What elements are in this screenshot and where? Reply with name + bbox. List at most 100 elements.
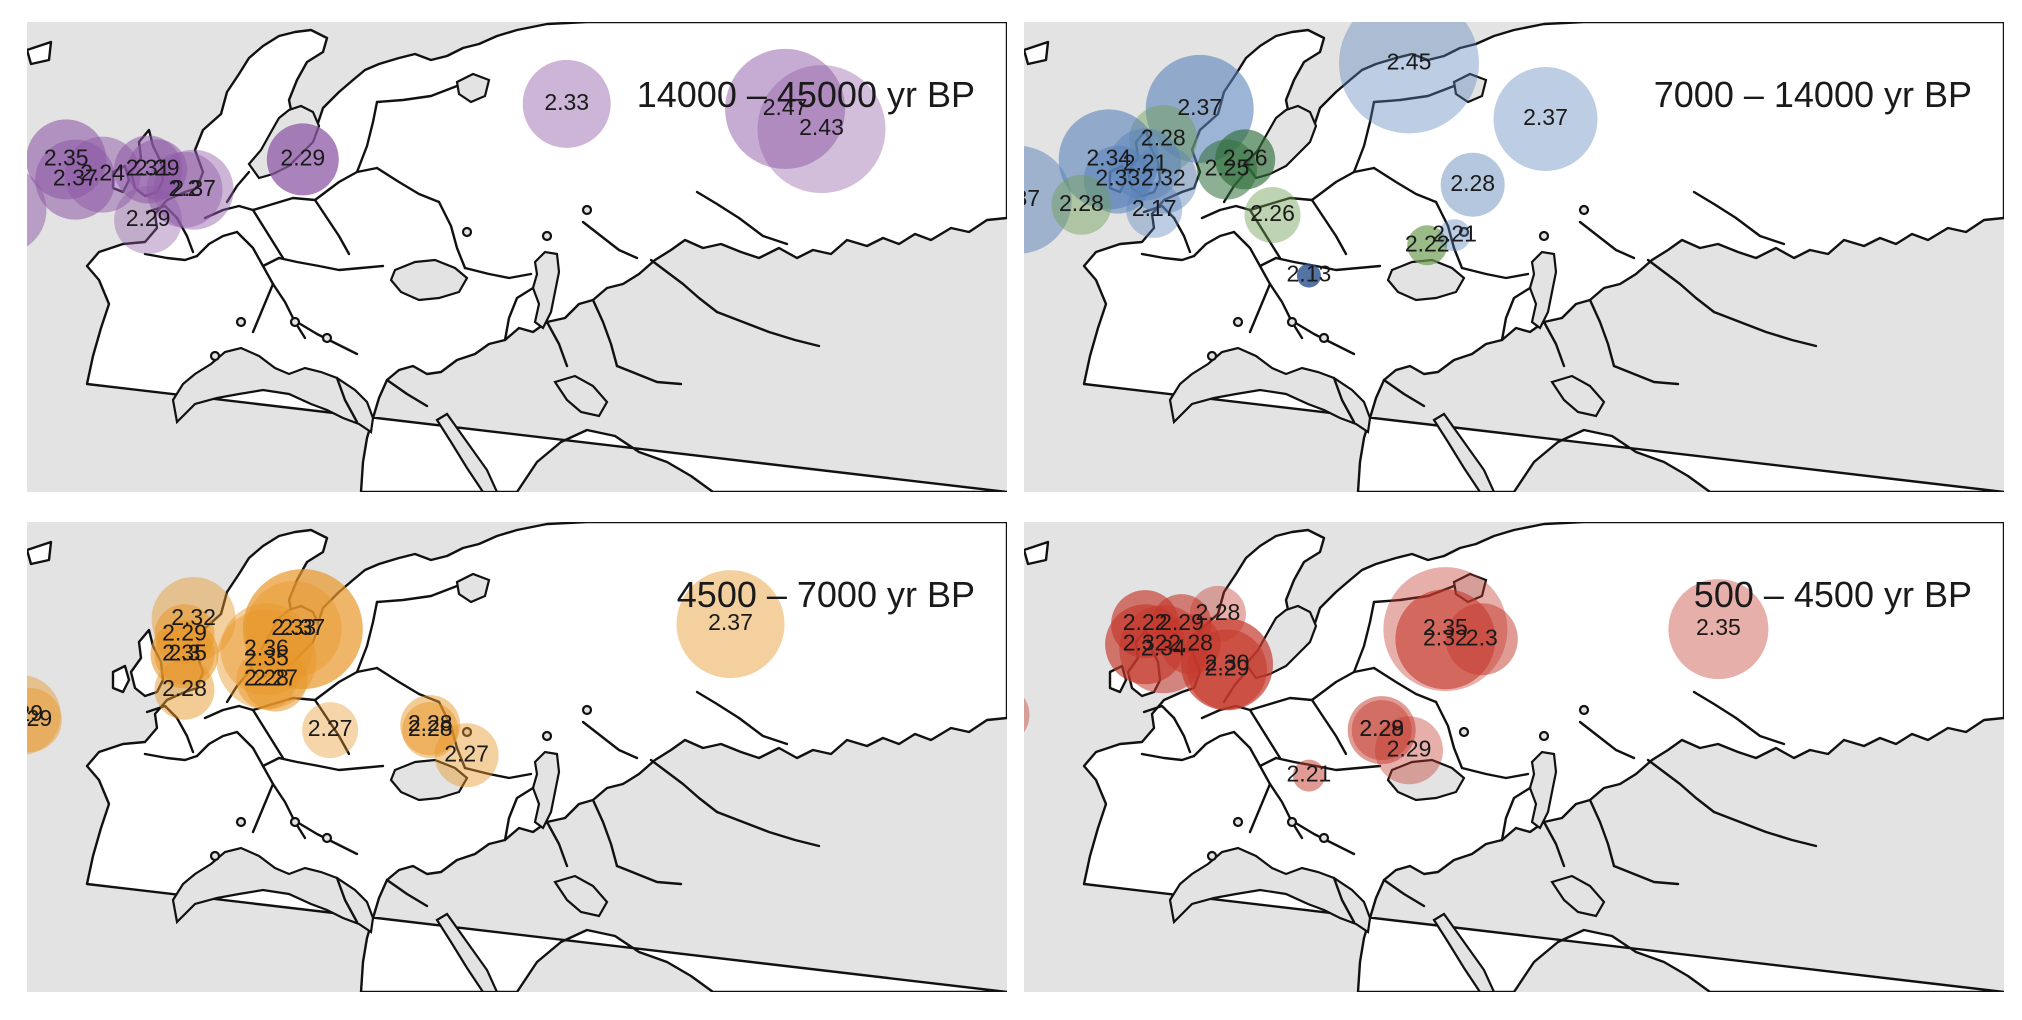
persian-gulf (553, 374, 609, 418)
sample-markers: 2.33 2.472.432.292.352.372.24 2.312.292.22… (27, 48, 886, 254)
sample-value-label: 2.37 (53, 165, 98, 191)
caspian-sea (531, 750, 561, 830)
island (289, 816, 301, 828)
sample-circle (1668, 579, 1769, 680)
sample-value-label: 2.28 (408, 715, 453, 741)
map-panel-2: 2.45 2.37 2.37 2.28 2.34 2.21 2.33 2.32 2.26 2.25… (1024, 22, 2004, 492)
sample-circle (434, 723, 499, 788)
island (1232, 816, 1244, 828)
red-sea (1432, 912, 1496, 992)
island (1538, 730, 1550, 742)
sample-value-label: 2.37 (708, 609, 753, 635)
iceland (1024, 540, 1050, 566)
sample-value-label: 2.29 (126, 205, 171, 231)
sample-value-label: 2.37 (1024, 185, 1040, 211)
country-border (175, 716, 195, 754)
island (581, 704, 593, 716)
country-border (1372, 84, 1456, 104)
country-border (1232, 730, 1278, 768)
white-sea (455, 572, 491, 604)
country-border (251, 708, 285, 760)
country-border (355, 600, 379, 674)
country-border (203, 204, 255, 220)
country-border (195, 230, 239, 258)
sample-value-label: 2.26 (1223, 144, 1268, 170)
sample-value-label: 2.33 (544, 89, 589, 115)
country-border (1258, 264, 1304, 340)
country-border (195, 730, 239, 758)
sample-value-label: 2.28 (1359, 715, 1404, 741)
sample-value-label: 2.29 (27, 700, 43, 726)
island (541, 230, 553, 242)
sample-circle (302, 702, 359, 759)
country-border (581, 720, 639, 760)
red-sea (1432, 412, 1496, 492)
sample-value-label: 2.31 (126, 155, 171, 181)
sample-value-label: 2.36 (244, 634, 289, 660)
country-border (715, 810, 821, 848)
sample-circle (1347, 696, 1416, 765)
country-border (1140, 252, 1196, 262)
sample-value-label: 2.28 (1059, 190, 1104, 216)
sample-circle (1351, 700, 1412, 761)
country-border (1712, 310, 1818, 348)
sample-value-label: 2.47 (763, 94, 808, 120)
country-border (1200, 204, 1252, 220)
sample-value-label: 2.35 (244, 644, 289, 670)
country-border (1192, 730, 1236, 758)
island (1578, 704, 1590, 716)
sample-circle (522, 59, 611, 148)
country-border (313, 166, 379, 202)
iceland (27, 540, 53, 566)
sample-value-label: 2.37 (280, 614, 325, 640)
sample-value-label: 2.34 (1141, 634, 1186, 660)
sample-circle (1296, 263, 1321, 288)
red-sea (435, 412, 499, 492)
country-border (715, 310, 821, 348)
sample-value-label: 2.29 (1205, 655, 1250, 681)
country-border (1352, 100, 1376, 174)
country-border (203, 704, 255, 720)
sample-value-label: 2.35 (44, 144, 89, 170)
country-border (1248, 208, 1282, 260)
basemap: 2.372.372.332.362.352.322.292.32.352.272… (27, 522, 1007, 992)
island (1232, 316, 1244, 328)
country-border (1192, 230, 1236, 258)
sample-value-label: 2.28 (408, 710, 453, 736)
sample-value-label: 2.28 (162, 675, 207, 701)
country-border (463, 766, 533, 780)
country-border (615, 364, 683, 386)
country-border (143, 752, 199, 762)
country-border (737, 716, 789, 746)
sample-circle (757, 65, 886, 194)
persian-gulf (1550, 874, 1606, 918)
country-border (261, 764, 307, 840)
country-border (1460, 766, 1530, 780)
country-border (1646, 758, 1716, 814)
sample-value-label: 2.3 (169, 639, 201, 665)
sample-circle (1493, 67, 1598, 171)
island (1458, 226, 1470, 238)
sample-value-label: 2.28 (1450, 170, 1495, 196)
sample-circle (127, 139, 188, 200)
sample-value-label: 2.32 (1123, 629, 1168, 655)
country-border (1500, 786, 1532, 842)
island (321, 832, 333, 844)
sample-circle (1197, 139, 1257, 200)
island (209, 350, 221, 362)
country-border (1248, 282, 1272, 334)
sample-value-label: 2.24 (80, 160, 125, 186)
island (289, 316, 301, 328)
country-border (251, 196, 317, 212)
sample-circle (1129, 145, 1198, 214)
country-border (1258, 764, 1304, 840)
island (1286, 316, 1298, 328)
sample-value-label: 2.30 (1205, 649, 1250, 675)
sample-value-label: 2.29 (27, 705, 52, 731)
sample-value-label: 2.43 (799, 114, 844, 140)
sample-circle (725, 48, 846, 169)
country-border (1434, 700, 1464, 770)
country-border (1274, 756, 1382, 772)
sample-value-label: 2.28 (244, 665, 289, 691)
sample-circle (1438, 219, 1471, 252)
